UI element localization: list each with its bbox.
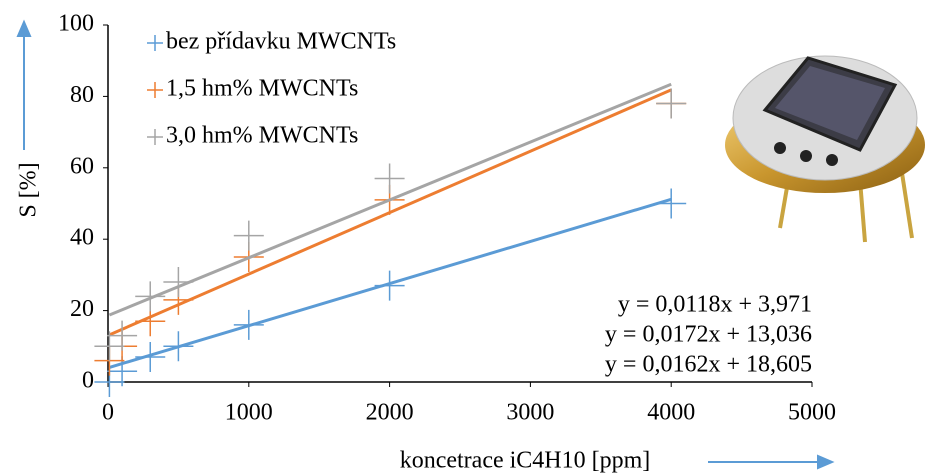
x-axis-label: koncetrace iC4H10 [ppm] <box>400 448 651 474</box>
y-tick-label: 20 <box>70 296 94 322</box>
y-tick-label: 80 <box>70 82 94 108</box>
point <box>656 88 687 119</box>
legend-label: bez přídavku MWCNTs <box>166 29 396 55</box>
y-tick-label: 40 <box>70 225 94 251</box>
sensor-image <box>725 55 925 243</box>
y-axis-label: S [%] <box>16 162 42 217</box>
trendline <box>108 82 672 317</box>
legend-marker <box>147 35 163 51</box>
point <box>374 163 405 194</box>
trendline-equation: y = 0,0118x + 3,971 <box>618 292 812 318</box>
point <box>135 281 166 312</box>
point <box>233 220 264 251</box>
x-tick-label: 4000 <box>647 400 695 426</box>
axis-arrows <box>16 19 835 470</box>
y-tick-label: 60 <box>70 153 94 179</box>
y-tick-label: 100 <box>58 11 94 37</box>
legend-marker <box>147 82 163 98</box>
point <box>135 342 166 373</box>
point <box>163 267 194 298</box>
legend-label: 3,0 hm% MWCNTs <box>166 123 358 149</box>
point <box>374 270 405 301</box>
x-tick-label: 0 <box>102 400 114 426</box>
legend-label: 1,5 hm% MWCNTs <box>166 76 358 102</box>
x-tick-label: 1000 <box>225 400 273 426</box>
point <box>233 309 264 340</box>
trendline-equation: y = 0,0172x + 13,036 <box>605 322 812 348</box>
y-tick-label: 0 <box>82 368 94 394</box>
x-tick-label: 2000 <box>366 400 414 426</box>
point <box>656 188 687 219</box>
trendline-equation: y = 0,0162x + 18,605 <box>605 352 812 378</box>
x-tick-label: 3000 <box>506 400 554 426</box>
legend-marker <box>147 129 163 145</box>
point <box>107 320 138 351</box>
x-tick-label: 5000 <box>788 400 836 426</box>
point <box>163 331 194 362</box>
